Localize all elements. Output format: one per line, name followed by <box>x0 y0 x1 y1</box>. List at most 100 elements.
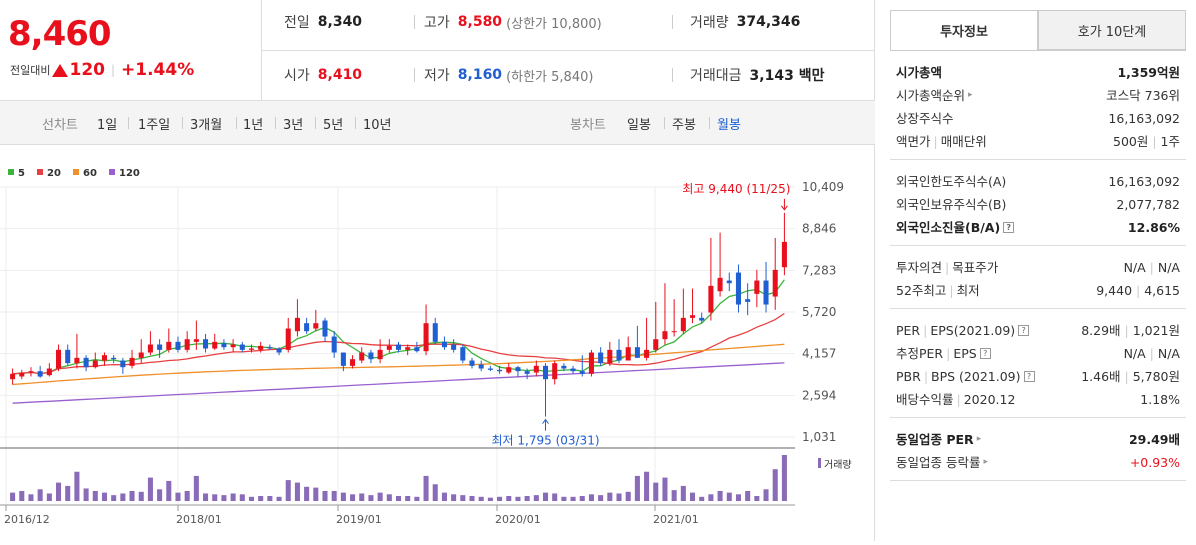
info-value: 29.49배 <box>1129 428 1180 451</box>
candle-body <box>634 347 640 358</box>
candle-body <box>175 341 181 350</box>
divider <box>315 117 316 129</box>
volume-bar <box>671 490 677 501</box>
period-1y[interactable]: 1년 <box>243 118 264 133</box>
volume-bar <box>634 475 640 501</box>
ma-line-60 <box>12 343 785 386</box>
info-value-text: 1.18% <box>1140 392 1180 407</box>
volume-bar <box>28 494 34 501</box>
divider: | <box>1148 134 1161 149</box>
info-group2: 외국인한도주식수(A) 16,163,092 외국인보유주식수(B) 2,077,78… <box>890 160 1186 246</box>
divider: | <box>923 323 928 338</box>
candle-body <box>451 344 457 350</box>
candle-body <box>717 277 723 292</box>
tab-order-book[interactable]: 호가 10단계 <box>1038 10 1186 50</box>
divider: | <box>1120 323 1133 338</box>
candle-body <box>524 371 530 374</box>
period-3y[interactable]: 3년 <box>283 118 304 133</box>
candle-body <box>662 331 668 340</box>
help-icon[interactable]: ? <box>1003 222 1015 233</box>
info-row: PBR | BPS (2021.09)? 1.46배 | 5,780원 <box>896 365 1180 388</box>
candle-body <box>478 364 484 369</box>
help-icon[interactable]: ? <box>1018 325 1030 336</box>
info-label: 52주최고 | 최저 <box>896 279 980 302</box>
y-tick-label: 5,720 <box>802 305 836 319</box>
stat-label: 거래량 <box>690 15 729 31</box>
divider <box>355 117 356 129</box>
tab-invest-info[interactable]: 투자정보 <box>890 10 1038 50</box>
candle-body <box>414 347 420 352</box>
divider: | <box>956 392 961 407</box>
volume-bar <box>377 492 383 501</box>
volume-bar <box>662 477 668 501</box>
candle-body <box>111 357 117 360</box>
info-label: 외국인보유주식수(B) <box>896 193 1006 216</box>
chevron-right-icon: ▸ <box>968 90 973 100</box>
candle-body <box>763 280 769 305</box>
info-label[interactable]: 동일업종 PER ▸ <box>896 428 981 451</box>
info-label-text: 추정PER <box>896 346 944 361</box>
candle-body <box>212 341 218 349</box>
info-label-text: 배당수익률 <box>896 392 954 407</box>
period-1w[interactable]: 1주일 <box>138 118 171 133</box>
candle-body <box>561 365 567 369</box>
volume-bar <box>689 492 696 501</box>
volume-bar <box>166 480 172 501</box>
info-value: N/A | N/A <box>1124 342 1180 365</box>
volume-bar <box>432 484 438 501</box>
volume-bar <box>138 491 144 501</box>
candle-weekly[interactable]: 주봉 <box>672 118 696 133</box>
volume-bar <box>285 480 291 501</box>
candle-body <box>193 339 199 342</box>
info-label-text: 외국인보유주식수(B) <box>896 197 1007 212</box>
period-1d[interactable]: 1일 <box>97 118 118 133</box>
volume-bar <box>92 490 98 501</box>
volume-bar <box>212 494 218 501</box>
candle-monthly[interactable]: 월봉 <box>717 118 741 133</box>
volume-bar <box>56 482 62 501</box>
info-group4: PER | EPS(2021.09)? 8.29배 | 1,021원 추정PER | EPS… <box>890 309 1186 418</box>
help-icon[interactable]: ? <box>979 348 991 359</box>
info-value: +0.93% <box>1130 451 1180 474</box>
candle-body <box>552 363 558 380</box>
stat-label: 고가 <box>424 15 450 31</box>
change-amount-wrap: 120 <box>52 60 105 80</box>
info-label: 시가총액 <box>896 61 942 84</box>
legend-swatch <box>73 169 79 175</box>
candle-body <box>101 355 108 361</box>
candle-body <box>221 343 227 348</box>
volume-bar <box>129 490 135 501</box>
info-label-text: 동일업종 PER <box>896 432 974 447</box>
info-label-text: 시가총액순위 <box>896 88 966 103</box>
candle-body <box>506 367 512 373</box>
period-10y[interactable]: 10년 <box>363 118 392 133</box>
divider <box>709 117 710 129</box>
volume-bar <box>304 486 310 501</box>
info-label[interactable]: 시가총액순위 ▸ <box>896 84 973 107</box>
period-3m[interactable]: 3개월 <box>190 118 223 133</box>
info-label[interactable]: 동일업종 등락률 ▸ <box>896 451 988 474</box>
help-icon[interactable]: ? <box>1023 371 1035 382</box>
candle-body <box>28 371 34 373</box>
period-bar: 선차트 1일 1주일 3개월 1년 3년 5년 10년 봉차트 일봉 주봉 월봉 <box>0 101 875 145</box>
volume-bar <box>193 475 199 501</box>
info-value: 2,077,782 <box>1116 193 1180 216</box>
candle-body <box>487 368 493 370</box>
legend-label: 20 <box>47 168 61 179</box>
stat-value: 8,410 <box>317 67 363 83</box>
period-5y[interactable]: 5년 <box>323 118 344 133</box>
info-label: PBR | BPS (2021.09)? <box>896 365 1035 388</box>
info-value-text: 1,021원 <box>1132 323 1180 338</box>
volume-bar <box>267 495 273 501</box>
candle-body <box>56 349 62 369</box>
info-value: 16,163,092 <box>1108 107 1180 130</box>
candle-body <box>469 360 475 366</box>
candle-body <box>405 347 411 350</box>
volume-bar <box>340 492 346 501</box>
divider <box>414 15 415 29</box>
info-label-text: 동일업종 등락률 <box>896 455 981 470</box>
info-label: 외국인한도주식수(A) <box>896 170 1006 193</box>
candle-daily[interactable]: 일봉 <box>627 118 651 133</box>
candle-body <box>570 368 576 372</box>
